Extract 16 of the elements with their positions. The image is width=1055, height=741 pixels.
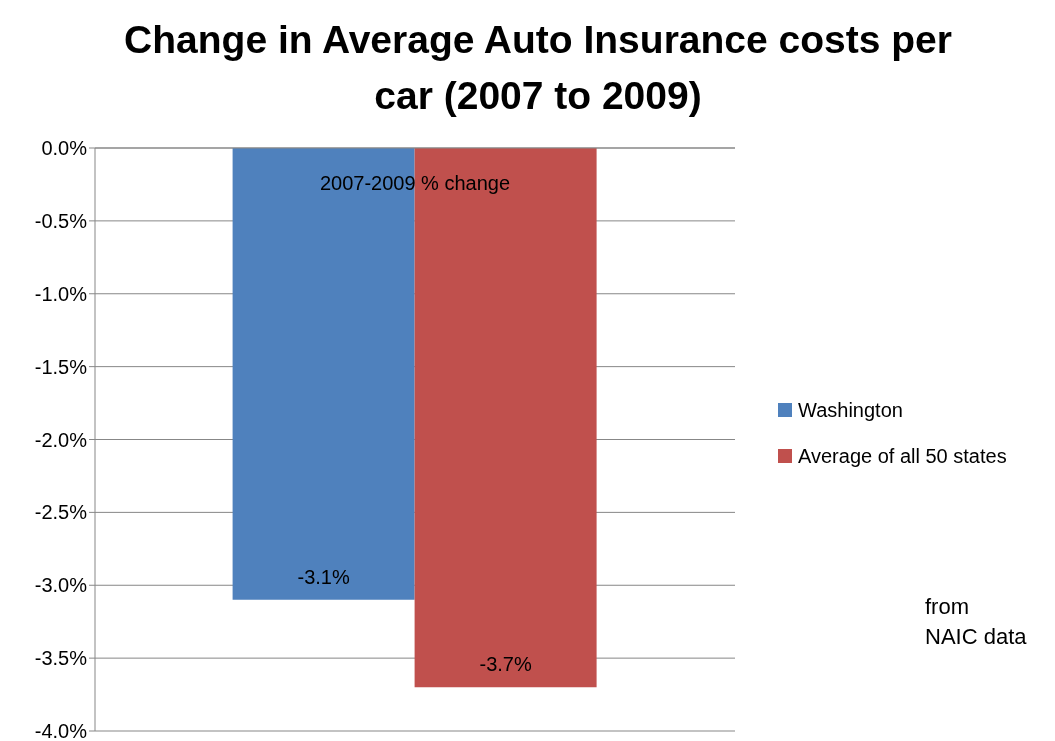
text: from NAIC data: [925, 593, 1027, 651]
chart-title: Change in Average Auto Insurance costs per car (2007 to 2009): [123, 17, 953, 119]
x-tick-label: 2007-2009 % change: [319, 172, 511, 194]
y-tick-label: -3.5%: [34, 647, 88, 670]
y-tick-label: -2.0%: [34, 428, 88, 451]
legend-label: Average of all 50 states: [798, 444, 1007, 468]
y-tick-label: -3.0%: [34, 574, 88, 597]
y-tick-label: -4.0%: [34, 720, 88, 741]
y-tick-label: -0.5%: [34, 209, 88, 232]
y-tick-label: -1.0%: [34, 282, 88, 305]
data-label: -3.7%: [479, 653, 532, 676]
y-tick-label: -1.5%: [34, 355, 88, 378]
y-tick-label: 0.0%: [41, 137, 88, 160]
legend-label: Washington: [798, 398, 903, 422]
data-label: -3.1%: [297, 565, 350, 588]
y-tick-label: -2.5%: [34, 501, 88, 524]
